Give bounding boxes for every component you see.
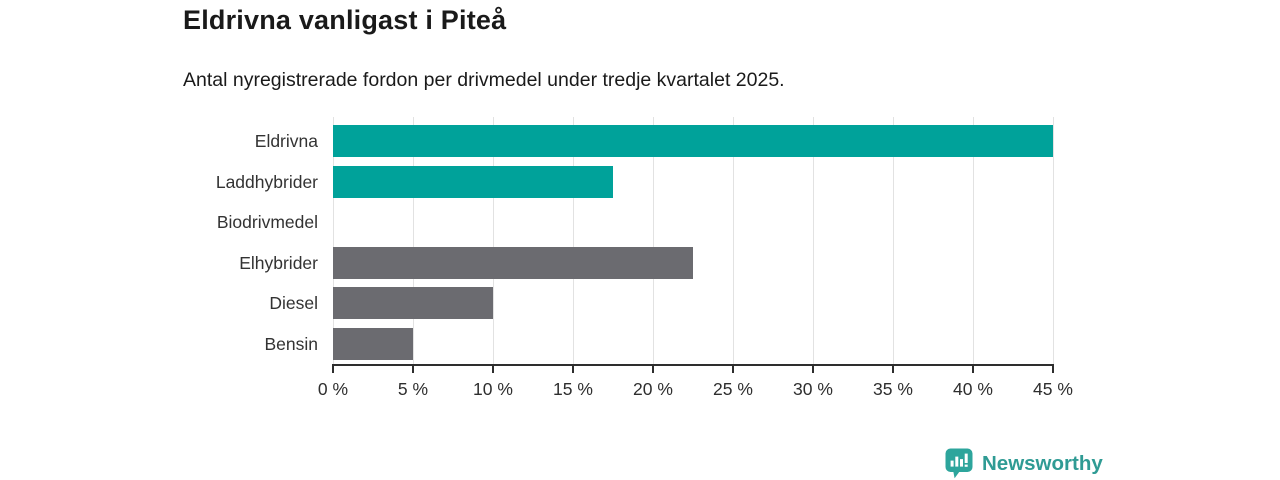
bar-laddhybrider <box>333 165 613 198</box>
chart-row: Laddhybrider <box>216 162 1053 203</box>
gridline <box>333 117 334 364</box>
bar-elhybrider <box>333 246 693 279</box>
axis-tick <box>812 366 814 373</box>
gridline <box>973 117 974 364</box>
gridline <box>813 117 814 364</box>
newsworthy-brand-link[interactable]: Newsworthy <box>944 448 1103 479</box>
gridline <box>413 117 414 364</box>
category-label: Elhybrider <box>239 252 318 273</box>
axis-tick <box>652 366 654 373</box>
chart-row: Bensin <box>264 324 1053 365</box>
newsworthy-logo-icon <box>945 448 973 479</box>
bars-layer: Eldrivna Laddhybrider Biodrivmedel Elhybrid… <box>216 121 1053 365</box>
axis-tick <box>1052 366 1054 373</box>
axis-tick-label: 15 % <box>553 379 593 399</box>
axis-tick-label: 30 % <box>793 379 833 399</box>
axis-tick-label: 0 % <box>317 379 349 399</box>
x-axis-line <box>332 364 1054 366</box>
gridline <box>1053 117 1054 364</box>
axis-tick <box>412 366 414 373</box>
chart-subtitle: Antal nyregistrerade fordon per drivmede… <box>183 69 785 91</box>
bar-chart: Eldrivna Laddhybrider Biodrivmedel Elhybrid… <box>216 117 1073 399</box>
chart-row: Elhybrider <box>239 243 1053 284</box>
bar-bensin <box>333 327 413 360</box>
axis-tick <box>572 366 574 373</box>
gridline <box>573 117 574 364</box>
axis-tick <box>492 366 494 373</box>
category-label: Diesel <box>269 293 318 313</box>
category-label: Laddhybrider <box>215 171 318 192</box>
newsworthy-brand-name: Newsworthy <box>982 451 1103 475</box>
chart-title: Eldrivna vanligast i Piteå <box>183 5 507 35</box>
axis-tick <box>972 366 974 373</box>
gridline <box>893 117 894 364</box>
axis-tick-label: 40 % <box>953 379 993 399</box>
gridline <box>653 117 654 364</box>
bar-diesel <box>333 287 493 320</box>
chart-row: Eldrivna <box>255 121 1053 162</box>
axis-tick <box>732 366 734 373</box>
axis-tick-label: 35 % <box>873 379 913 399</box>
axis-tick-label: 45 % <box>1033 379 1073 399</box>
category-label: Bensin <box>264 333 318 354</box>
gridline <box>733 117 734 364</box>
category-label: Biodrivmedel <box>216 212 318 232</box>
axis-tick-label: 5 % <box>397 379 429 399</box>
category-label: Eldrivna <box>254 131 318 151</box>
axis-tick-label: 25 % <box>713 379 753 399</box>
axis-tick <box>892 366 894 373</box>
chart-row: Diesel <box>269 283 1053 324</box>
gridline <box>493 117 494 364</box>
axis-tick <box>332 366 334 373</box>
bar-eldrivna <box>333 125 1053 158</box>
chart-row: Biodrivmedel <box>217 202 1053 243</box>
axis-tick-label: 20 % <box>633 379 673 399</box>
axis-tick-label: 10 % <box>473 379 513 399</box>
